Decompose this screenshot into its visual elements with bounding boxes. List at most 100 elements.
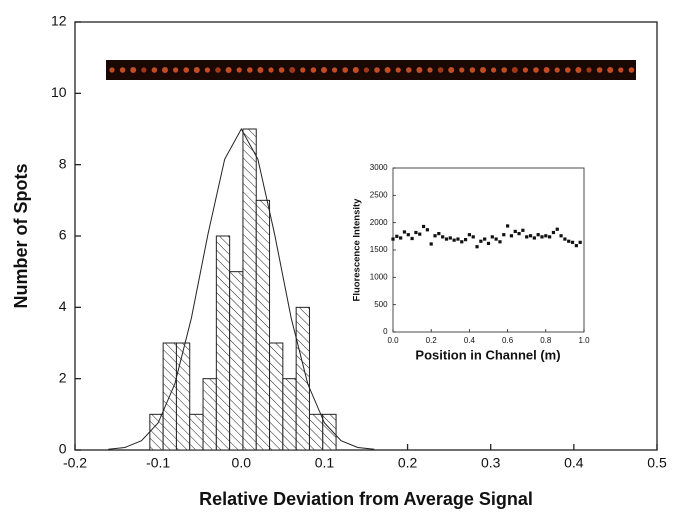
spot: [448, 67, 455, 73]
point: [521, 228, 525, 232]
point: [402, 230, 407, 234]
y-tick-label: 4: [59, 298, 67, 314]
point: [528, 234, 533, 238]
spot: [215, 67, 221, 73]
spot: [342, 67, 349, 73]
y-tick-label: 6: [59, 227, 67, 243]
spot: [173, 67, 179, 73]
point: [471, 235, 475, 239]
spot: [310, 67, 317, 73]
point: [410, 236, 414, 241]
spot: [119, 67, 126, 73]
spot: [151, 67, 158, 73]
point: [567, 239, 571, 243]
spot: [416, 67, 423, 73]
point: [536, 233, 540, 237]
point: [475, 245, 479, 249]
y-tick-label: 12: [51, 13, 67, 29]
x-tick-label: 1.0: [578, 336, 590, 345]
fit-curve: [108, 127, 375, 450]
spot: [586, 67, 592, 73]
point: [502, 233, 506, 237]
bar: [175, 342, 191, 451]
bar: [322, 413, 337, 451]
y-tick-label: 10: [51, 84, 67, 100]
point: [437, 232, 441, 236]
y-tick-label: 1500: [370, 245, 388, 254]
point: [483, 237, 487, 241]
point: [395, 234, 399, 238]
point: [544, 234, 548, 238]
spot: [268, 67, 274, 73]
point: [513, 229, 517, 234]
point: [460, 240, 464, 244]
point: [570, 240, 575, 244]
spot: [607, 67, 614, 73]
x-tick-label: 0.8: [540, 336, 552, 345]
spot: [533, 67, 539, 73]
x-tick-label: 0.5: [647, 455, 667, 471]
point: [418, 232, 422, 236]
spot: [278, 67, 285, 73]
spot: [374, 67, 380, 73]
spot: [459, 67, 465, 73]
bar: [269, 342, 284, 451]
point: [559, 234, 563, 238]
bar: [202, 378, 217, 451]
point: [490, 235, 494, 239]
y-tick-label: 0: [383, 327, 388, 336]
bar: [215, 235, 231, 451]
spot: [511, 67, 518, 73]
point: [494, 237, 498, 241]
spot: [554, 67, 560, 73]
y-tick-label: 2000: [370, 218, 388, 227]
point: [486, 241, 491, 246]
spot: [491, 67, 497, 73]
point: [540, 235, 544, 239]
point: [574, 244, 578, 248]
point: [498, 240, 502, 244]
point: [444, 237, 449, 241]
spot: [236, 67, 242, 73]
point: [517, 232, 521, 236]
inset-x-axis-label: Position in Channel (m): [415, 347, 560, 362]
bar: [189, 413, 204, 451]
spot: [257, 67, 264, 73]
plot-frame: [392, 167, 585, 333]
point: [525, 235, 529, 239]
spot: [384, 67, 391, 73]
spot: [427, 67, 433, 73]
point: [452, 238, 456, 242]
point: [448, 236, 452, 240]
point: [506, 224, 510, 228]
point: [391, 237, 395, 241]
x-tick-label: 0.2: [426, 336, 438, 345]
y-axis-label: Number of Spots: [11, 163, 31, 308]
point: [551, 230, 556, 235]
x-tick-label: -0.1: [146, 455, 170, 471]
point: [406, 233, 410, 237]
bar: [308, 413, 324, 451]
point: [425, 228, 429, 232]
spot: [300, 67, 306, 73]
spot: [162, 67, 168, 73]
point: [433, 234, 437, 238]
x-tick-label: 0.6: [502, 336, 514, 345]
point: [548, 235, 552, 239]
spot: [596, 67, 603, 73]
point: [479, 239, 483, 243]
inset-y-axis-label: Fluorescence Intensity: [352, 198, 363, 302]
spot: [363, 67, 369, 73]
spot: [628, 67, 635, 73]
spot: [469, 67, 476, 73]
spot: [289, 67, 296, 73]
bar: [282, 378, 297, 451]
x-axis-label: Relative Deviation from Average Signal: [199, 489, 533, 509]
bar: [295, 306, 310, 451]
spot: [522, 67, 529, 73]
x-tick-label: 0.4: [464, 336, 476, 345]
bar: [255, 199, 271, 451]
spot: [575, 67, 582, 73]
spot: [204, 67, 210, 73]
point: [456, 237, 460, 241]
